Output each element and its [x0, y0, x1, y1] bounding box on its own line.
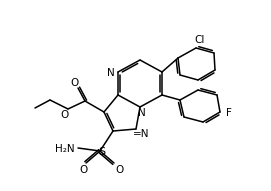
Text: O: O	[60, 110, 68, 120]
Text: N: N	[138, 108, 146, 118]
Text: O: O	[70, 78, 78, 88]
Text: F: F	[226, 108, 232, 118]
Text: Cl: Cl	[195, 35, 205, 45]
Text: H₂N: H₂N	[55, 144, 75, 154]
Text: S: S	[98, 147, 106, 157]
Text: N: N	[107, 68, 115, 78]
Text: =N: =N	[133, 129, 149, 139]
Text: O: O	[79, 165, 87, 175]
Text: O: O	[115, 165, 123, 175]
